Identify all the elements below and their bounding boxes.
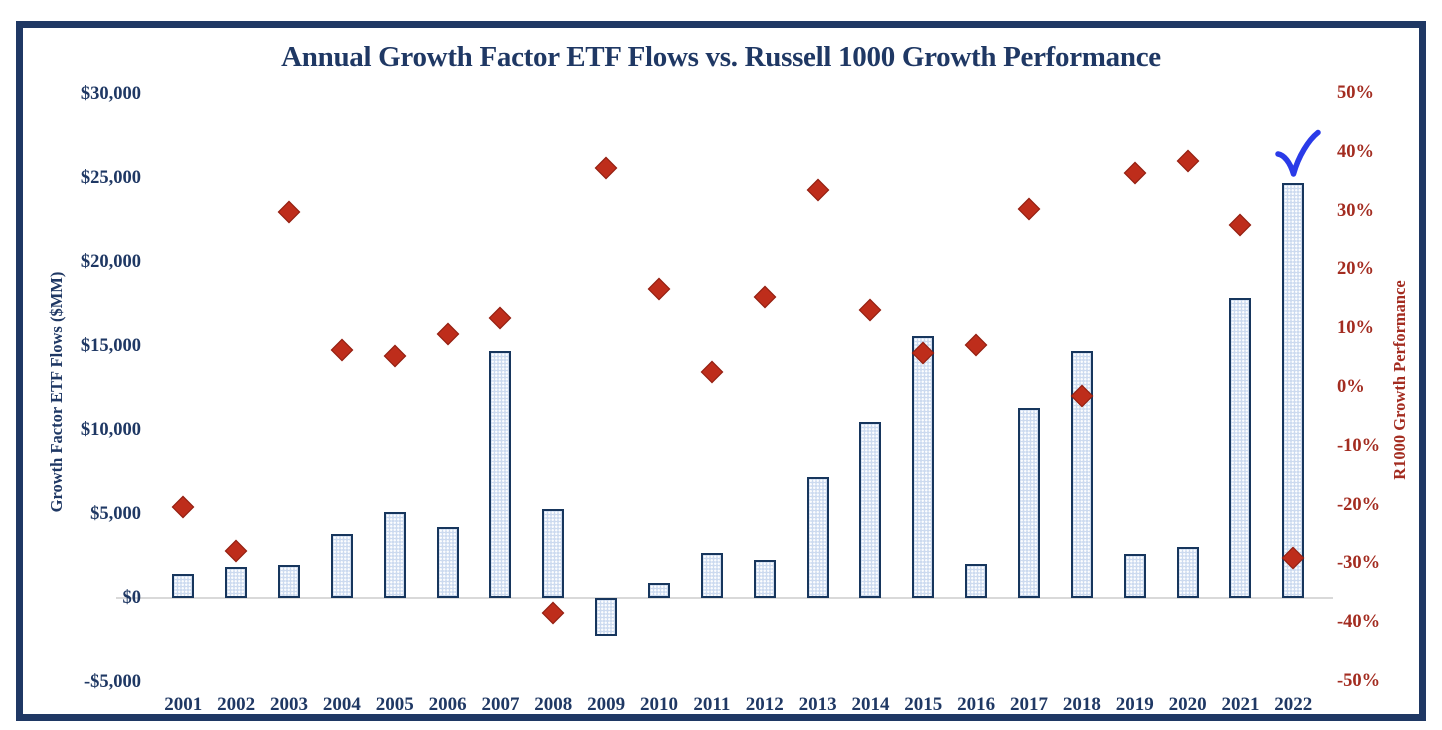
x-axis-label-2005: 2005 <box>375 694 414 715</box>
x-axis-label-2015: 2015 <box>904 694 943 715</box>
right-axis-tick: -40% <box>1337 612 1381 633</box>
left-axis-tick: $15,000 <box>80 336 141 356</box>
diamond-marker-2020 <box>1176 149 1199 172</box>
x-axis-label-2018: 2018 <box>1062 694 1101 715</box>
diamond-marker-2008 <box>541 601 565 625</box>
x-axis-label-2002: 2002 <box>217 694 256 715</box>
x-axis-label-2012: 2012 <box>745 694 784 715</box>
bar-2019 <box>1123 554 1146 598</box>
right-axis-tick: -30% <box>1337 553 1381 574</box>
diamond-marker-2014 <box>859 298 882 322</box>
bar-2016 <box>965 564 988 598</box>
chart-title: Annual Growth Factor ETF Flows vs. Russe… <box>281 41 1161 73</box>
diamond-marker-2019 <box>1123 161 1147 185</box>
x-axis-label-2020: 2020 <box>1168 694 1207 715</box>
x-axis-label-2008: 2008 <box>534 694 573 715</box>
checkmark-icon <box>1275 129 1322 177</box>
x-axis-label-2019: 2019 <box>1115 694 1154 715</box>
bar-2008 <box>542 508 565 598</box>
bar-2012 <box>753 560 776 598</box>
zero-baseline <box>116 597 1333 599</box>
x-axis-label-2013: 2013 <box>798 694 837 715</box>
diamond-marker-2009 <box>594 156 618 180</box>
right-axis-tick: -10% <box>1337 435 1381 456</box>
diamond-marker-2011 <box>700 360 724 384</box>
right-axis-tick: -20% <box>1337 494 1381 515</box>
diamond-marker-2003 <box>277 200 301 224</box>
bar-2022 <box>1282 183 1305 598</box>
diamond-marker-2002 <box>224 539 248 563</box>
diamond-marker-2021 <box>1229 213 1252 237</box>
diamond-marker-2010 <box>647 277 671 301</box>
bar-2005 <box>383 512 406 598</box>
right-axis-tick: -50% <box>1337 670 1381 691</box>
x-axis-label-2011: 2011 <box>693 694 731 715</box>
bar-2003 <box>278 565 300 598</box>
x-axis-label-2014: 2014 <box>851 694 890 715</box>
bar-2011 <box>700 553 723 598</box>
diamond-marker-2016 <box>964 333 988 357</box>
left-axis-tick: $30,000 <box>80 84 141 104</box>
bar-2017 <box>1018 408 1040 598</box>
x-axis-label-2006: 2006 <box>428 694 467 715</box>
bar-2018 <box>1070 351 1093 598</box>
x-axis-label-2017: 2017 <box>1010 694 1048 715</box>
left-axis-tick: $10,000 <box>80 420 141 440</box>
diamond-marker-2005 <box>383 344 407 368</box>
bar-2001 <box>172 574 195 598</box>
x-axis-label-2004: 2004 <box>322 694 361 715</box>
bar-2004 <box>330 534 353 598</box>
bar-2013 <box>806 477 829 598</box>
bar-2020 <box>1176 546 1199 598</box>
x-axis-label-2022: 2022 <box>1274 694 1313 715</box>
bar-2009 <box>595 598 618 636</box>
right-axis-tick: 0% <box>1337 377 1365 397</box>
right-axis-tick: 30% <box>1337 200 1374 221</box>
diamond-marker-2001 <box>171 495 195 519</box>
diamond-marker-2013 <box>806 178 829 202</box>
checkmark-annotation <box>1275 129 1322 179</box>
bar-2014 <box>859 421 882 598</box>
bar-2006 <box>436 527 459 598</box>
x-axis-label-2001: 2001 <box>164 694 203 715</box>
x-axis-label-2021: 2021 <box>1221 694 1260 715</box>
left-axis-tick: -$5,000 <box>83 672 141 692</box>
diamond-marker-2017 <box>1017 198 1041 221</box>
left-axis-tick: $0 <box>122 588 142 608</box>
diamond-marker-2004 <box>330 338 354 362</box>
left-axis-tick: $20,000 <box>80 252 141 272</box>
diamond-marker-2012 <box>753 285 777 309</box>
x-axis-label-2007: 2007 <box>481 694 520 715</box>
right-axis-tick: 20% <box>1337 259 1374 280</box>
x-axis-label-2016: 2016 <box>957 694 996 715</box>
x-axis-label-2010: 2010 <box>640 694 678 715</box>
bar-2021 <box>1229 298 1252 598</box>
bar-2002 <box>225 566 248 598</box>
diamond-marker-2007 <box>489 306 512 329</box>
right-axis-tick: 10% <box>1337 318 1374 339</box>
bar-2007 <box>489 351 512 598</box>
left-axis-tick: $25,000 <box>80 168 141 188</box>
right-axis-tick: 40% <box>1337 141 1374 162</box>
x-axis-label-2003: 2003 <box>270 694 308 715</box>
right-axis-tick: 50% <box>1337 83 1374 104</box>
left-axis-tick: $5,000 <box>90 504 141 524</box>
bar-2015 <box>912 335 935 598</box>
bar-2010 <box>648 582 670 598</box>
diamond-marker-2006 <box>436 322 459 345</box>
x-axis-label-2009: 2009 <box>587 694 626 715</box>
